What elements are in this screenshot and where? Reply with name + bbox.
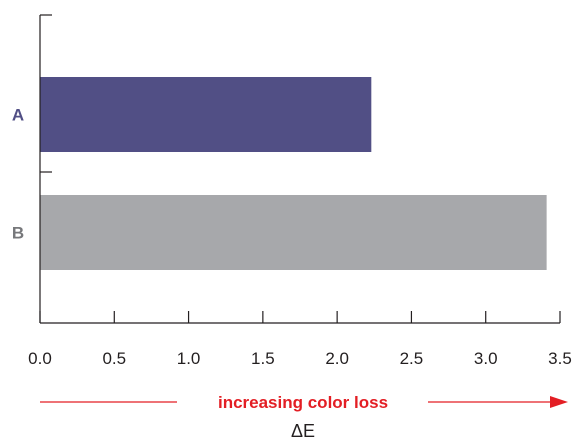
bar-b — [40, 195, 547, 270]
arrow-head-icon — [550, 396, 568, 408]
x-tick-label: 0.0 — [28, 349, 52, 368]
axes-group — [39, 15, 560, 324]
y-ticks-group — [40, 14, 52, 173]
bars-group — [40, 77, 547, 270]
category-labels-group: AB — [12, 106, 24, 243]
x-tick-label: 1.5 — [251, 349, 275, 368]
x-ticks-group: 0.0 0.5 1.0 1.5 2.0 2.5 3.0 3.5 — [28, 311, 572, 368]
x-tick-label: 3.5 — [548, 349, 572, 368]
x-tick-label: 0.5 — [102, 349, 126, 368]
x-tick-label: 2.5 — [400, 349, 424, 368]
x-tick-label: 2.0 — [325, 349, 349, 368]
annotation-label: increasing color loss — [218, 393, 388, 412]
x-tick-label: 3.0 — [474, 349, 498, 368]
x-tick-label: 1.0 — [177, 349, 201, 368]
category-label-b: B — [12, 224, 24, 243]
x-axis-label: ΔE — [291, 421, 315, 441]
bar-a — [40, 77, 372, 152]
category-label-a: A — [12, 106, 24, 125]
annotation-arrow: increasing color loss — [40, 393, 568, 412]
